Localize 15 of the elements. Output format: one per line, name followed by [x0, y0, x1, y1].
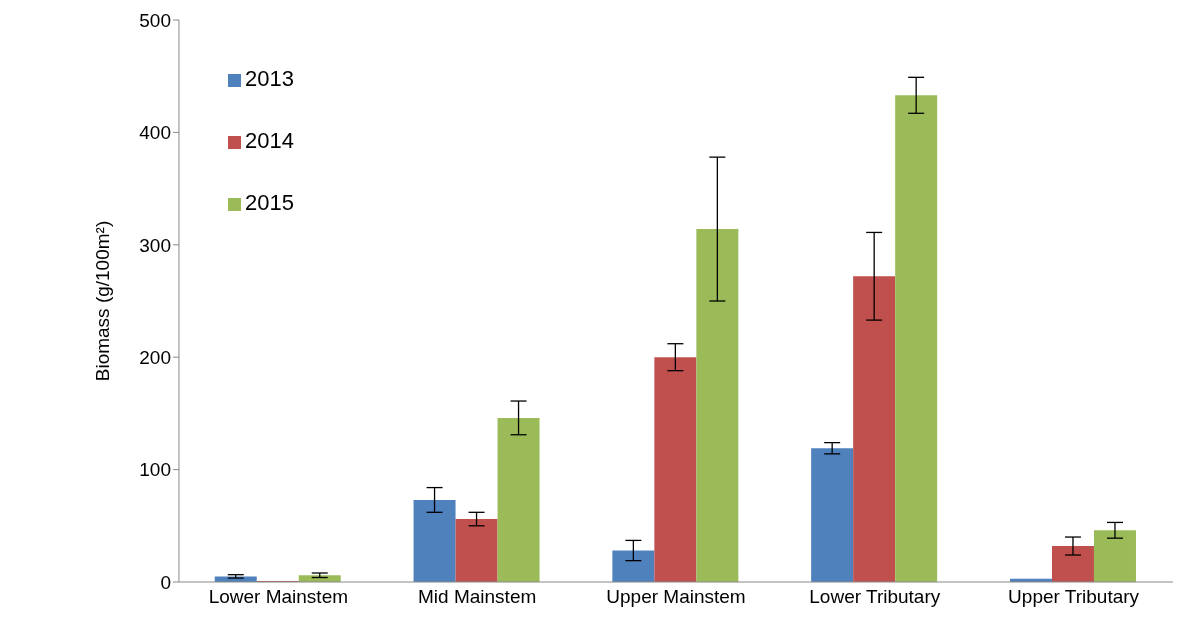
y-tick-label: 200: [139, 346, 171, 368]
y-tick-label: 400: [139, 122, 171, 144]
legend-label: 2013: [245, 66, 294, 91]
x-tick-label: Mid Mainstem: [418, 586, 537, 608]
y-tick-label: 500: [139, 9, 171, 31]
y-tick-label: 0: [160, 571, 171, 593]
y-tick-label: 300: [139, 234, 171, 256]
legend-label: 2015: [245, 190, 294, 215]
x-tick-label: Upper Tributary: [1008, 586, 1140, 608]
y-axis-title: Biomass (g/100m²): [91, 220, 113, 382]
y-tick-label: 100: [139, 459, 171, 481]
x-tick-label: Lower Tributary: [809, 586, 941, 608]
legend-label: 2014: [245, 128, 294, 153]
x-tick-label: Upper Mainstem: [606, 586, 746, 608]
x-tick-label: Lower Mainstem: [208, 586, 349, 608]
